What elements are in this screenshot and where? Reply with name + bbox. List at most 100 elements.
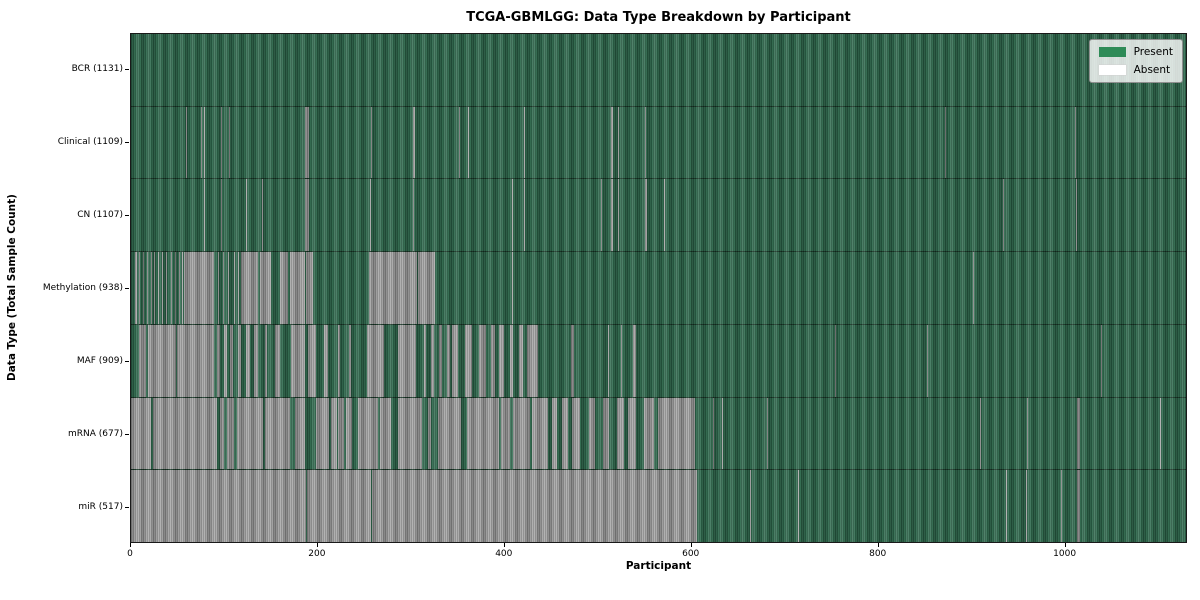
x-tick-label: 200: [308, 549, 326, 559]
absent-segment: [230, 324, 233, 397]
row-CN: [131, 178, 1186, 252]
absent-segment: [1026, 470, 1028, 543]
absent-segment: [289, 252, 305, 324]
plot-area: Present Absent: [130, 33, 1187, 543]
absent-segment: [973, 252, 975, 324]
absent-segment: [417, 252, 435, 324]
y-tick-mark: [125, 360, 129, 362]
absent-segment: [245, 324, 250, 397]
legend-absent-label: Absent: [1133, 64, 1171, 76]
absent-segment: [369, 252, 417, 324]
absent-segment: [306, 470, 372, 543]
absent-segment: [264, 397, 275, 470]
absent-segment: [241, 252, 259, 324]
absent-segment: [616, 397, 624, 470]
absent-segment: [413, 179, 415, 252]
absent-segment: [154, 252, 156, 324]
y-tick-label: Clinical (1109): [57, 137, 123, 148]
absent-segment: [524, 106, 526, 179]
absent-segment: [512, 252, 514, 324]
absent-segment: [366, 324, 385, 397]
legend-item-present: Present: [1098, 46, 1173, 58]
absent-segment: [721, 397, 723, 470]
absent-segment: [1076, 470, 1080, 543]
absent-segment: [979, 397, 981, 470]
absent-segment: [766, 397, 768, 470]
absent-segment: [663, 179, 665, 252]
absent-segment: [644, 397, 655, 470]
absent-segment: [945, 106, 946, 179]
absent-segment: [158, 252, 160, 324]
absent-segment: [307, 324, 317, 397]
absent-segment: [220, 106, 222, 179]
absent-segment: [617, 106, 619, 179]
y-tick-label: BCR (1131): [71, 64, 123, 75]
absent-segment: [216, 324, 220, 397]
absent-segment: [147, 324, 160, 397]
absent-segment: [274, 324, 280, 397]
absent-segment: [305, 252, 314, 324]
y-tick-mark: [125, 69, 129, 71]
absent-segment: [527, 324, 538, 397]
x-tick-label: 400: [495, 549, 513, 559]
legend-absent-swatch: [1098, 65, 1126, 75]
absent-segment: [290, 324, 305, 397]
absent-segment: [413, 106, 416, 179]
absent-segment: [182, 252, 184, 324]
absent-segment: [338, 397, 345, 470]
absent-segment: [379, 397, 391, 470]
absent-segment: [261, 179, 263, 252]
x-axis-label: Participant: [625, 560, 692, 572]
row-Methylation: [131, 251, 1186, 324]
absent-segment: [150, 252, 152, 324]
absent-segment: [628, 397, 636, 470]
absent-segment: [571, 324, 574, 397]
absent-segment: [1101, 324, 1103, 397]
absent-segment: [186, 106, 188, 179]
absent-segment: [331, 397, 337, 470]
absent-segment: [161, 252, 163, 324]
y-tick-label: miR (517): [78, 501, 123, 512]
absent-segment: [398, 324, 417, 397]
absent-segment: [304, 106, 309, 179]
x-tick-label: 1000: [1053, 549, 1077, 559]
absent-segment: [371, 106, 373, 179]
x-tick-label: 600: [682, 549, 700, 559]
absent-segment: [304, 179, 309, 252]
y-tick-mark: [125, 433, 129, 435]
legend-item-absent: Absent: [1098, 64, 1173, 76]
absent-segment: [467, 397, 500, 470]
x-tick-label: 800: [869, 549, 887, 559]
x-tick-mark: [130, 543, 131, 547]
absent-segment: [134, 252, 137, 324]
absent-segment: [143, 252, 145, 324]
absent-segment: [658, 397, 695, 470]
absent-segment: [259, 252, 272, 324]
absent-segment: [237, 324, 242, 397]
absent-segment: [294, 397, 305, 470]
absent-segment: [798, 470, 800, 543]
row-miR: [131, 469, 1186, 543]
absent-segment: [611, 179, 614, 252]
legend-present-swatch: [1098, 47, 1126, 57]
absent-segment: [645, 179, 647, 252]
absent-segment: [632, 324, 636, 397]
absent-segment: [227, 397, 234, 470]
absent-segment: [178, 252, 180, 324]
absent-segment: [490, 324, 495, 397]
absent-segment: [159, 324, 176, 397]
absent-segment: [601, 179, 603, 252]
absent-segment: [176, 324, 215, 397]
absent-segment: [146, 252, 148, 324]
absent-segment: [927, 324, 929, 397]
absent-segment: [572, 397, 580, 470]
absent-segment: [749, 470, 751, 543]
absent-segment: [1159, 397, 1161, 470]
absent-segment: [531, 397, 548, 470]
absent-segment: [236, 397, 263, 470]
absent-segment: [370, 179, 372, 252]
absent-segment: [1060, 470, 1062, 543]
y-tick-label: CN (1107): [77, 210, 123, 221]
absent-segment: [184, 252, 215, 324]
absent-segment: [459, 106, 461, 179]
